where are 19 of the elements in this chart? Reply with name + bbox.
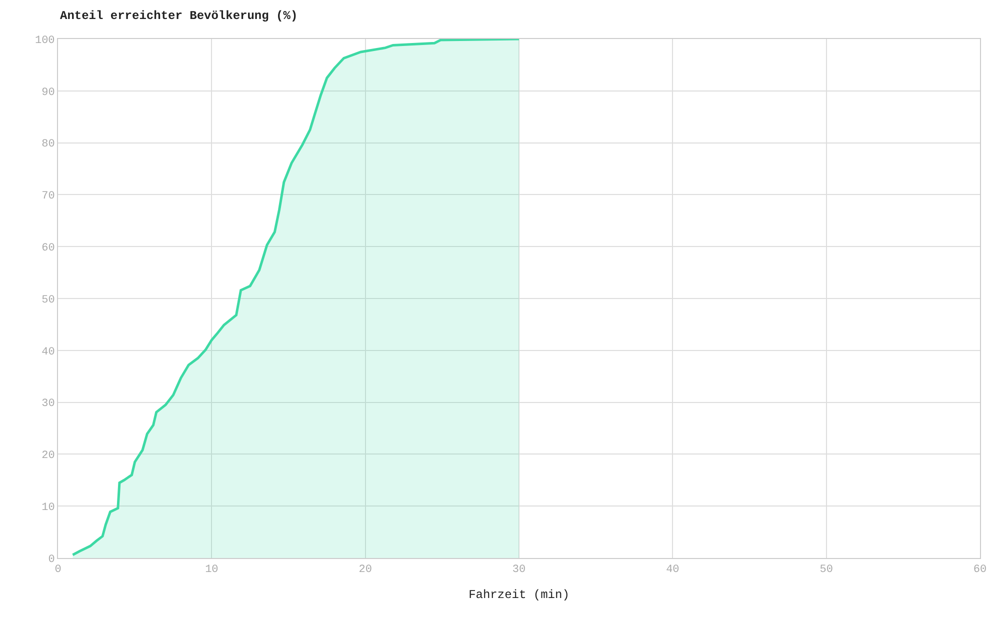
y-tick-label: 70 <box>42 190 55 203</box>
y-tick-label: 20 <box>42 450 55 462</box>
y-tick-label: 40 <box>42 346 55 358</box>
x-tick-label: 10 <box>205 564 218 576</box>
y-tick-label: 50 <box>42 294 55 306</box>
x-tick-label: 30 <box>512 564 526 576</box>
y-tick-label: 80 <box>42 138 55 151</box>
y-tick-label: 90 <box>42 86 55 99</box>
y-tick-label: 100 <box>34 34 55 47</box>
x-tick-label: 60 <box>973 564 987 576</box>
y-tick-label: 30 <box>42 398 55 410</box>
x-tick-label: 40 <box>666 564 680 576</box>
y-axis-title: Anteil erreichter Bevölkerung (%) <box>60 9 298 23</box>
x-axis-title: Fahrzeit (min) <box>468 588 570 602</box>
x-tick-label: 50 <box>820 564 833 576</box>
y-tick-label: 60 <box>42 242 55 254</box>
x-tick-label: 20 <box>358 564 372 576</box>
y-tick-label: 10 <box>42 502 55 514</box>
y-tick-label: 0 <box>48 554 55 566</box>
